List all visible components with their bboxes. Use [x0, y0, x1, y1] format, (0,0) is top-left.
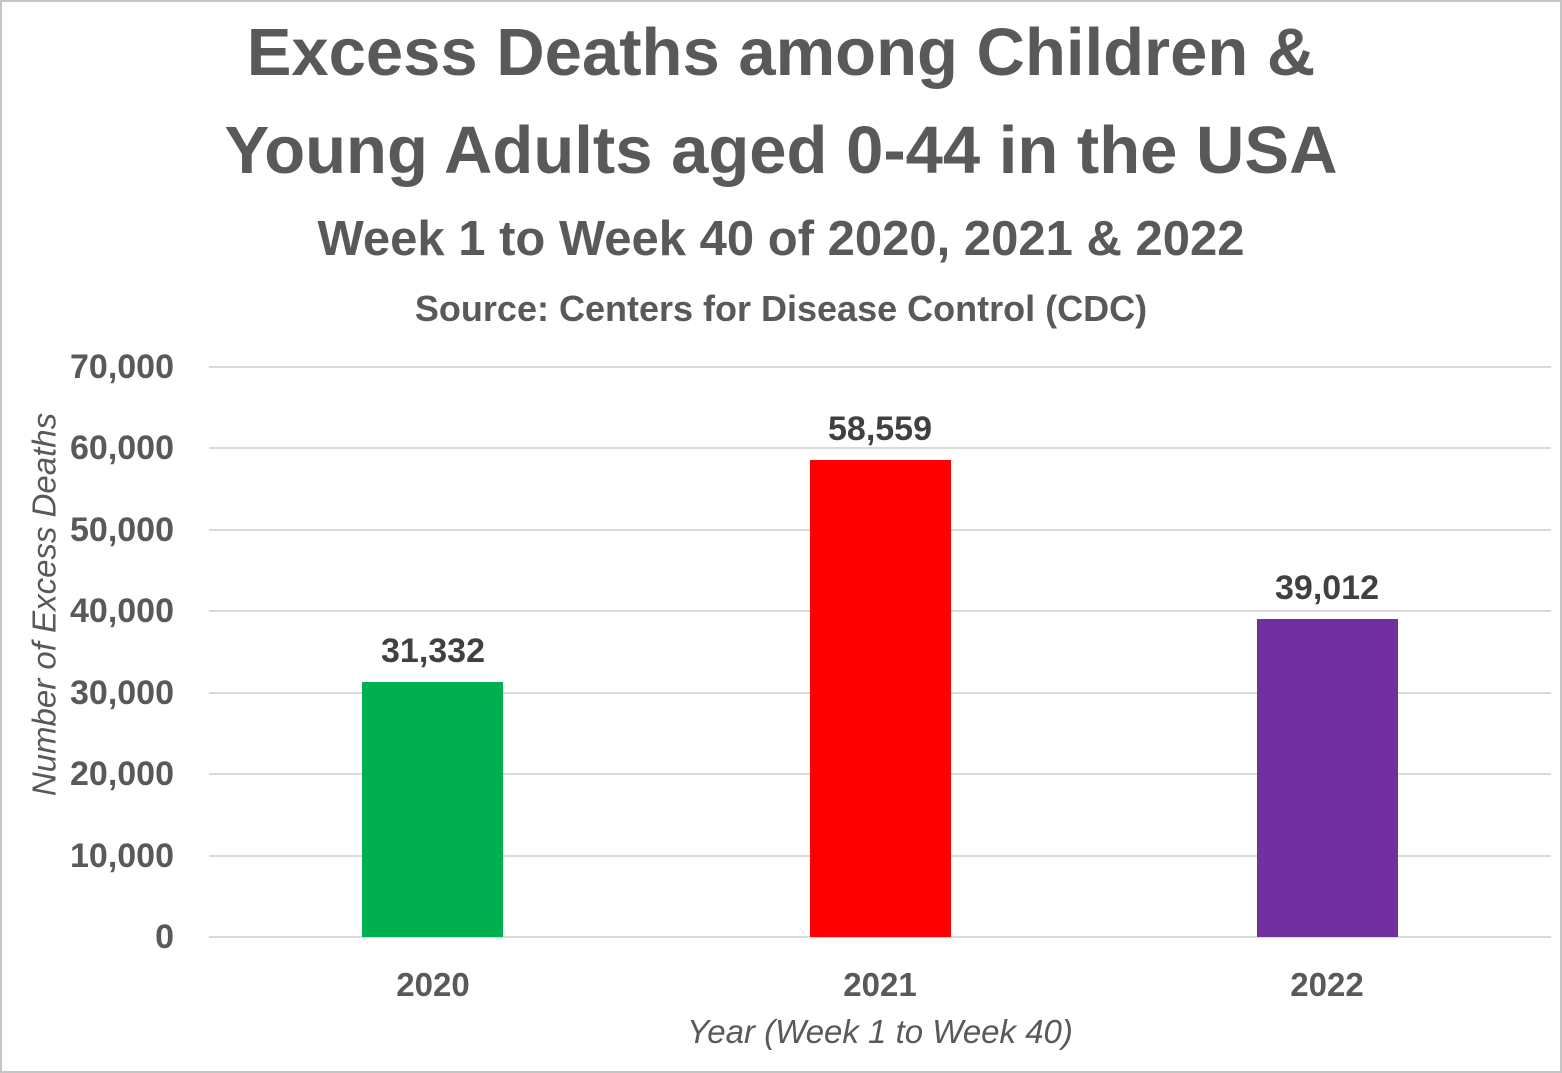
gridline-60000 [209, 447, 1551, 449]
y-tick-label-10000: 10,000 [70, 837, 174, 875]
plot-area: 31,332 58,559 39,012 [209, 366, 1551, 938]
x-tick-label-2022: 2022 [1290, 966, 1364, 1003]
y-tick-label-60000: 60,000 [70, 429, 174, 467]
chart-title-line-2: Young Adults aged 0-44 in the USA [224, 113, 1338, 188]
y-tick-label-20000: 20,000 [70, 755, 174, 793]
x-axis-title: Year (Week 1 to Week 40) [687, 1013, 1073, 1050]
y-tick-label-0: 0 [155, 918, 174, 956]
chart-subtitle: Week 1 to Week 40 of 2020, 2021 & 2022 [317, 212, 1245, 266]
y-tick-label-40000: 40,000 [70, 592, 174, 630]
y-tick-label-50000: 50,000 [70, 511, 174, 549]
bar-value-label-2021: 58,559 [828, 410, 932, 448]
gridline-70000 [209, 366, 1551, 368]
y-tick-label-70000: 70,000 [70, 348, 174, 386]
y-axis-tick-labels: 0 10,000 20,000 30,000 40,000 50,000 60,000 70,… [2, 350, 174, 954]
y-tick-label-30000: 30,000 [70, 674, 174, 712]
x-tick-label-2021: 2021 [843, 966, 917, 1003]
bar-value-label-2022: 39,012 [1275, 569, 1379, 607]
x-tick-label-2020: 2020 [396, 966, 470, 1003]
chart-title-line-1: Excess Deaths among Children & [246, 15, 1316, 90]
chart-source-note: Source: Centers for Disease Control (CDC… [414, 288, 1148, 329]
x-axis-tick-labels: 2020 2021 2022 [209, 968, 1551, 1010]
bar-2022 [1257, 619, 1398, 937]
bar-2021 [810, 460, 951, 937]
gridline-0 [209, 936, 1551, 938]
bar-value-label-2020: 31,332 [381, 632, 485, 670]
bar-2020 [362, 682, 503, 937]
